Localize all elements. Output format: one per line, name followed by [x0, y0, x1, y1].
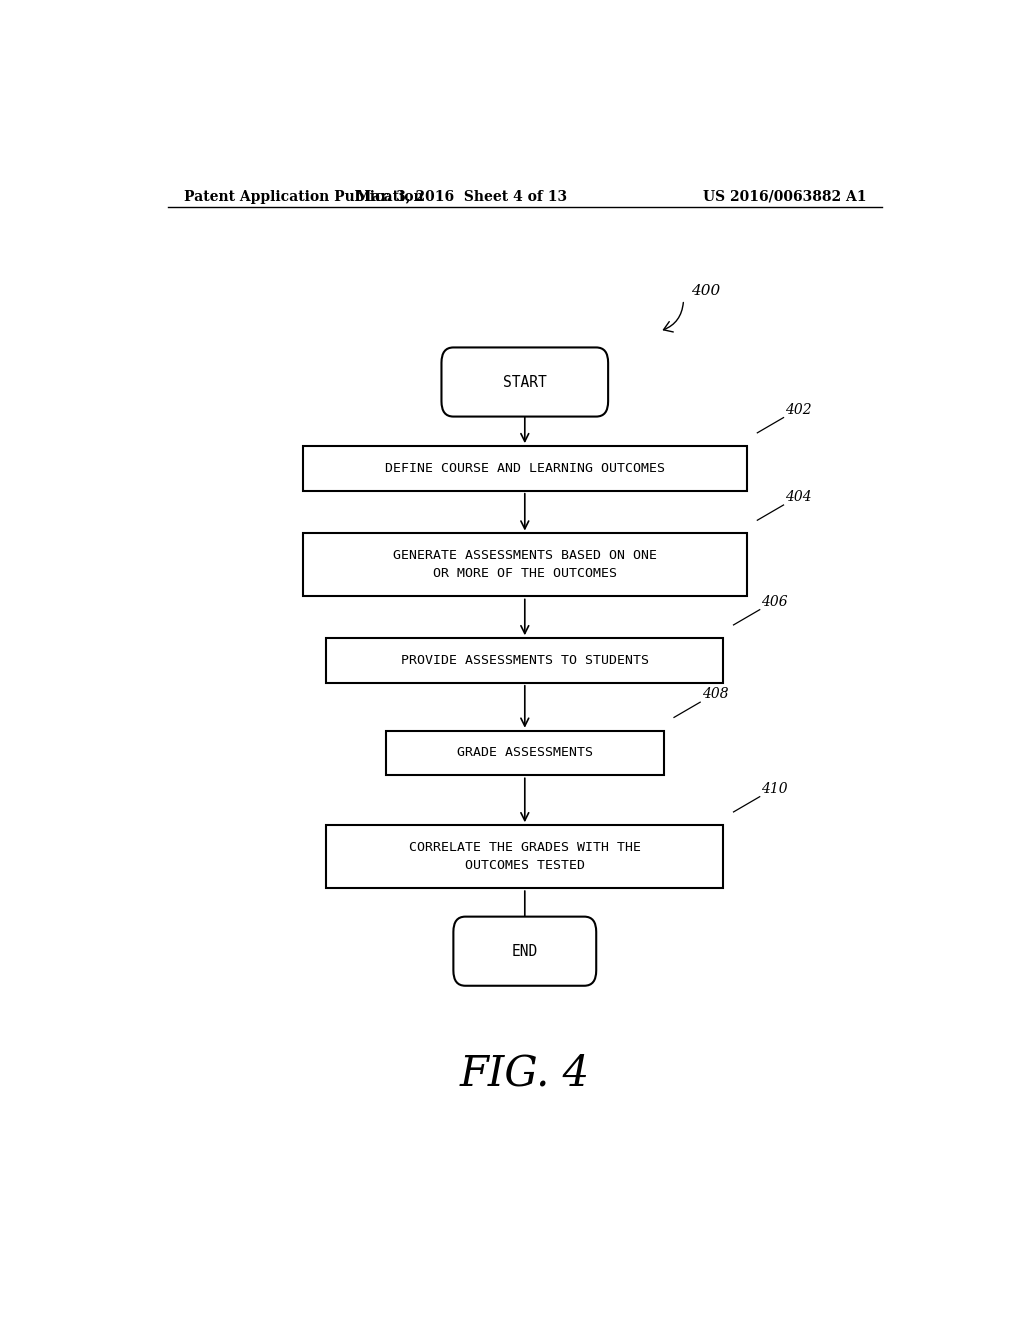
Text: 406: 406 — [761, 595, 787, 609]
FancyBboxPatch shape — [441, 347, 608, 417]
Text: GENERATE ASSESSMENTS BASED ON ONE
OR MORE OF THE OUTCOMES: GENERATE ASSESSMENTS BASED ON ONE OR MOR… — [393, 549, 656, 581]
Text: DEFINE COURSE AND LEARNING OUTCOMES: DEFINE COURSE AND LEARNING OUTCOMES — [385, 462, 665, 475]
Text: Mar. 3, 2016  Sheet 4 of 13: Mar. 3, 2016 Sheet 4 of 13 — [355, 190, 567, 203]
Text: 402: 402 — [785, 403, 812, 417]
Text: CORRELATE THE GRADES WITH THE
OUTCOMES TESTED: CORRELATE THE GRADES WITH THE OUTCOMES T… — [409, 841, 641, 873]
Text: 410: 410 — [761, 781, 787, 796]
Text: START: START — [503, 375, 547, 389]
Bar — [327, 638, 723, 682]
Text: PROVIDE ASSESSMENTS TO STUDENTS: PROVIDE ASSESSMENTS TO STUDENTS — [400, 653, 649, 667]
Text: FIG. 4: FIG. 4 — [460, 1052, 590, 1094]
Text: 400: 400 — [691, 284, 721, 297]
Text: US 2016/0063882 A1: US 2016/0063882 A1 — [702, 190, 866, 203]
Text: 404: 404 — [785, 490, 812, 504]
Bar — [303, 533, 748, 597]
Text: GRADE ASSESSMENTS: GRADE ASSESSMENTS — [457, 747, 593, 759]
Bar — [303, 446, 748, 491]
Text: 408: 408 — [701, 688, 728, 701]
FancyBboxPatch shape — [454, 916, 596, 986]
FancyArrowPatch shape — [664, 302, 683, 331]
Text: END: END — [512, 944, 538, 958]
Bar — [386, 731, 664, 775]
Text: Patent Application Publication: Patent Application Publication — [183, 190, 423, 203]
Bar — [327, 825, 723, 888]
